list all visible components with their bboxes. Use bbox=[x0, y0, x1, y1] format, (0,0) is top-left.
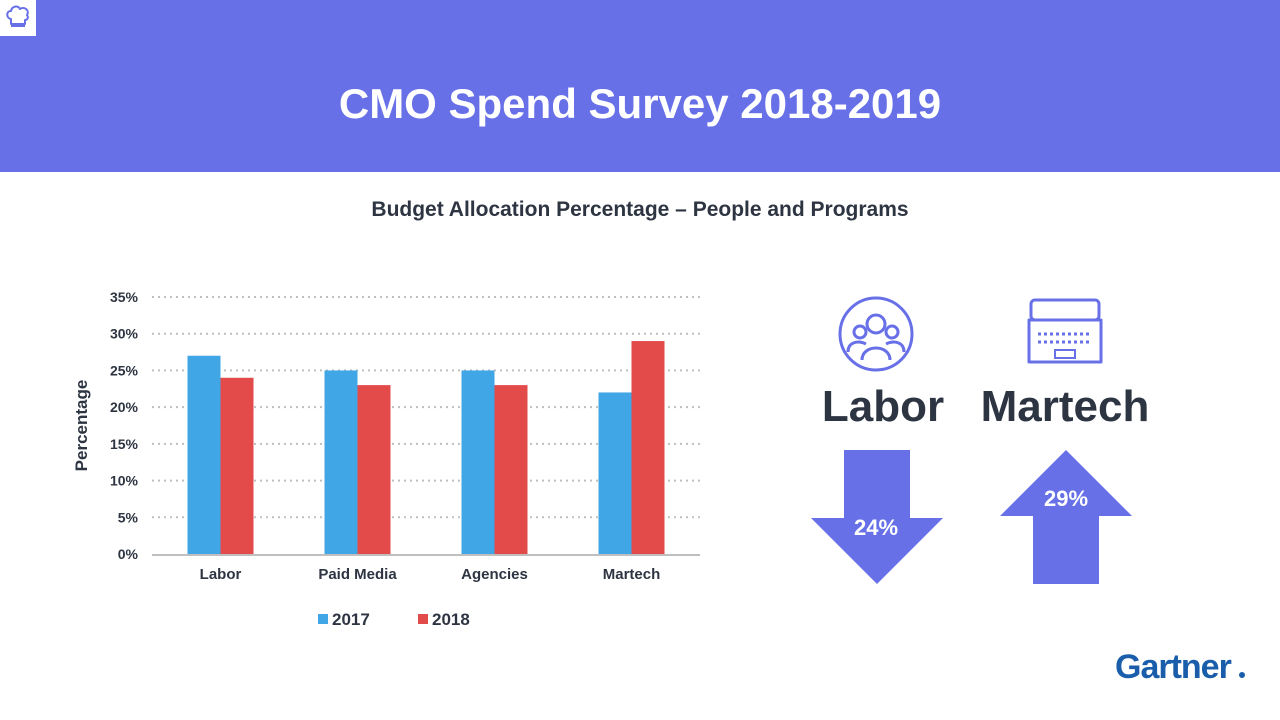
gartner-logo: Gartner bbox=[1115, 648, 1232, 686]
y-tick-label: 15% bbox=[110, 436, 139, 452]
arrow-up-icon bbox=[1000, 450, 1132, 584]
bar-chart: 0% 5% 10% 15% 20% 25% 30% 35% Percentage Labor Pai… bbox=[72, 289, 700, 629]
page-title: CMO Spend Survey 2018-2019 bbox=[338, 80, 942, 127]
martech-callout-label: Martech bbox=[980, 382, 1150, 431]
bar-2017-martech bbox=[598, 392, 632, 554]
martech-callout-value: 29% bbox=[1043, 486, 1089, 511]
laptop-icon bbox=[1027, 298, 1103, 364]
chef-hat-icon bbox=[6, 5, 29, 27]
legend-label-2017: 2017 bbox=[332, 610, 370, 629]
labor-callout-label: Labor bbox=[821, 382, 945, 431]
bar-2018-labor bbox=[220, 377, 254, 554]
bar-2017-paid-media bbox=[324, 370, 358, 554]
legend-swatch-2017 bbox=[318, 614, 328, 624]
bar-2018-agencies bbox=[494, 385, 528, 554]
people-group-icon bbox=[838, 296, 914, 372]
app-logo[interactable] bbox=[0, 0, 36, 36]
arrow-down-icon bbox=[811, 450, 943, 584]
y-tick-label: 0% bbox=[118, 546, 139, 562]
y-tick-label: 5% bbox=[118, 509, 139, 525]
bar-2017-labor bbox=[187, 355, 221, 554]
x-tick-label: Labor bbox=[200, 566, 242, 583]
legend-swatch-2018 bbox=[418, 614, 428, 624]
y-tick-label: 25% bbox=[110, 362, 139, 378]
legend-label-2018: 2018 bbox=[432, 610, 470, 629]
labor-callout-value: 24% bbox=[853, 515, 899, 540]
gartner-logo-dot bbox=[1239, 672, 1245, 678]
x-tick-label: Paid Media bbox=[318, 566, 397, 583]
y-tick-label: 30% bbox=[110, 326, 139, 342]
y-tick-label: 20% bbox=[110, 399, 139, 415]
header-banner bbox=[0, 0, 1280, 172]
chart-subtitle: Budget Allocation Percentage – People an… bbox=[371, 198, 909, 221]
y-tick-label: 35% bbox=[110, 289, 139, 305]
bar-2017-agencies bbox=[461, 370, 495, 554]
y-axis-title: Percentage bbox=[72, 380, 91, 472]
x-tick-label: Agencies bbox=[461, 566, 528, 583]
y-tick-label: 10% bbox=[110, 473, 139, 489]
bar-2018-paid-media bbox=[357, 385, 391, 554]
bar-2018-martech bbox=[631, 341, 665, 554]
x-tick-label: Martech bbox=[603, 566, 661, 583]
